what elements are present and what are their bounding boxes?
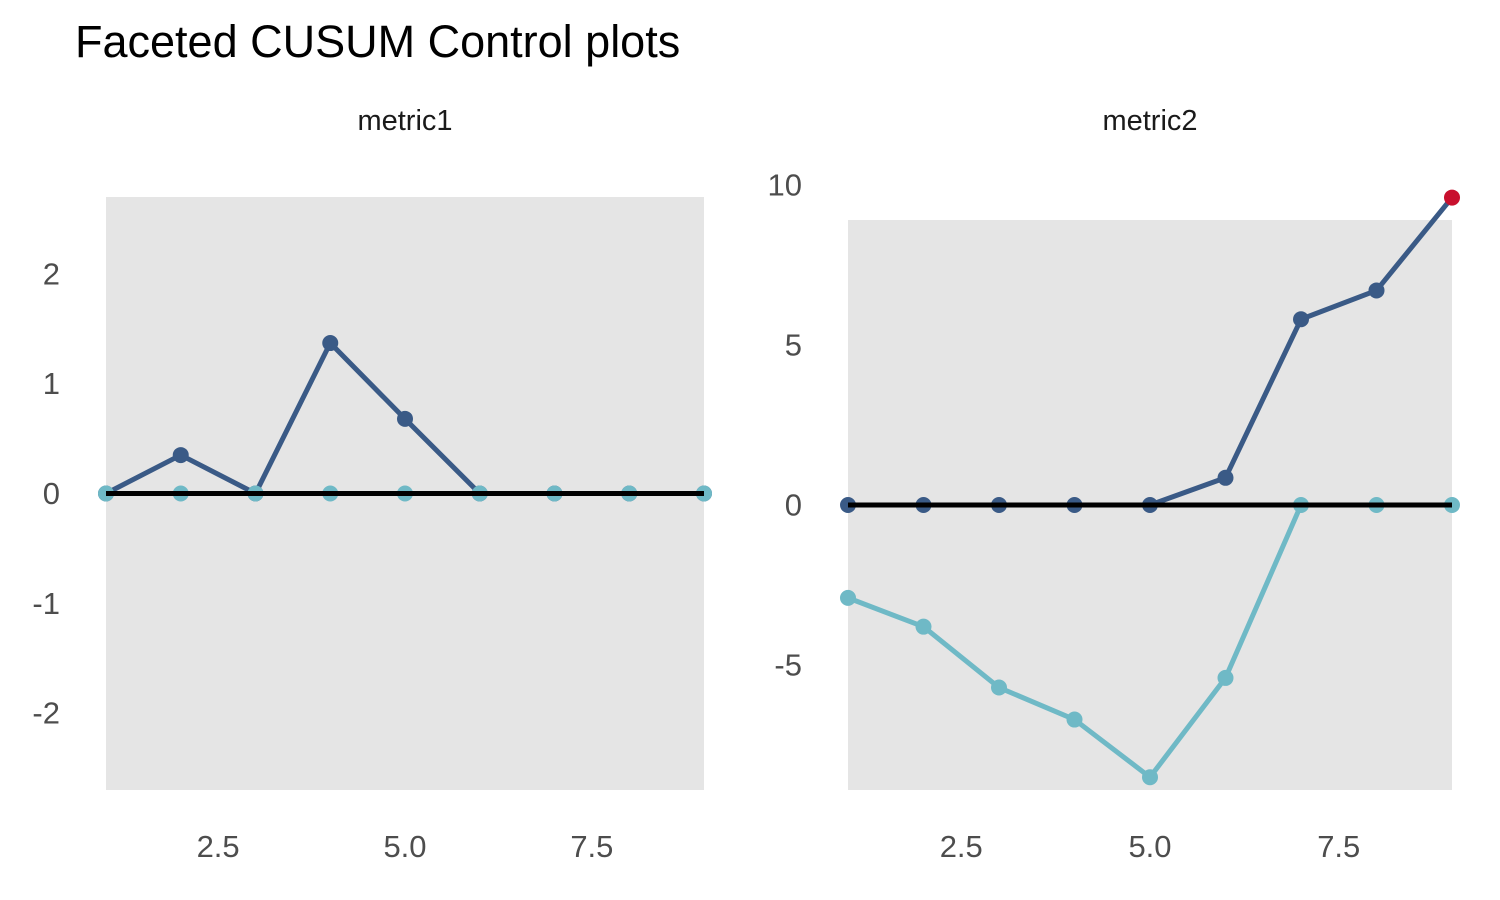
- y-tick-label-metric2: 0: [785, 488, 802, 523]
- x-tick-label-metric2: 5.0: [1128, 829, 1171, 864]
- data-point-cusum_upper: [1217, 469, 1234, 486]
- y-tick-label-metric1: -1: [32, 586, 60, 621]
- data-point-cusum_upper: [172, 447, 189, 464]
- facet-title-metric2: metric2: [1102, 105, 1197, 137]
- data-point-cusum_upper: [397, 410, 413, 427]
- x-tick-label-metric1: 5.0: [383, 829, 426, 864]
- x-tick-label-metric2: 7.5: [1317, 829, 1360, 864]
- violation-point: [1444, 189, 1460, 206]
- y-tick-label-metric2: 5: [785, 327, 802, 362]
- data-point-cusum_upper: [322, 335, 339, 352]
- y-tick-label-metric1: -2: [32, 696, 60, 731]
- data-point-cusum_upper: [1368, 282, 1385, 299]
- x-tick-label-metric2: 2.5: [940, 829, 983, 864]
- y-tick-label-metric2: 10: [768, 167, 802, 202]
- facet-title-metric1: metric1: [357, 105, 452, 137]
- data-point-cusum_lower: [991, 679, 1007, 696]
- data-point-cusum_lower: [1066, 711, 1083, 728]
- figure-title: Faceted CUSUM Control plots: [75, 16, 681, 67]
- data-point-cusum_lower: [1142, 769, 1158, 786]
- x-tick-label-metric1: 2.5: [197, 829, 240, 864]
- y-tick-label-metric1: 1: [43, 366, 60, 401]
- data-point-cusum_lower: [915, 618, 932, 635]
- x-tick-label-metric1: 7.5: [570, 829, 613, 864]
- data-point-cusum_lower: [840, 589, 856, 606]
- y-tick-label-metric1: 2: [43, 256, 60, 291]
- y-tick-label-metric2: -5: [774, 648, 802, 683]
- data-point-cusum_lower: [1217, 669, 1234, 686]
- y-tick-label-metric1: 0: [43, 476, 60, 511]
- data-point-cusum_upper: [1293, 311, 1309, 328]
